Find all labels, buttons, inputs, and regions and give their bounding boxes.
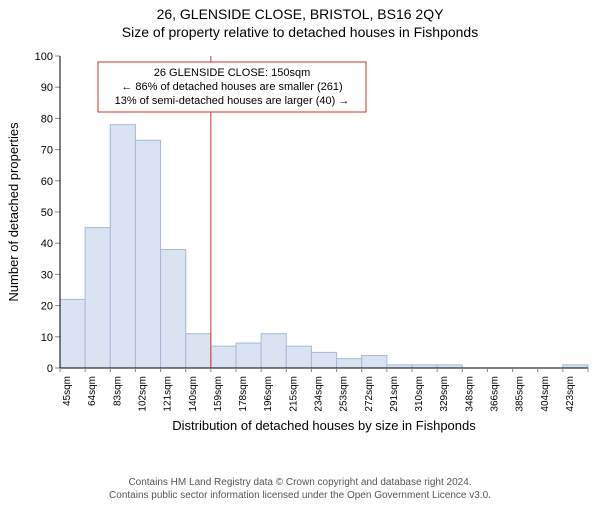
svg-text:178sqm: 178sqm: [238, 376, 249, 412]
svg-text:0: 0: [47, 363, 53, 375]
svg-text:215sqm: 215sqm: [288, 376, 299, 412]
histogram-chart: 0 10 20 30 40 50 60 70 80 90 100 45sqm 64sqm 83sqm 102…: [0, 48, 600, 456]
page-title-line1: 26, GLENSIDE CLOSE, BRISTOL, BS16 2QY: [0, 6, 600, 22]
svg-text:385sqm: 385sqm: [515, 376, 526, 412]
svg-text:196sqm: 196sqm: [263, 376, 274, 412]
svg-text:234sqm: 234sqm: [313, 376, 324, 412]
footer-line2: Contains public sector information licen…: [0, 490, 600, 503]
svg-text:60: 60: [41, 176, 53, 188]
svg-text:100: 100: [35, 51, 53, 63]
svg-text:80: 80: [41, 113, 53, 125]
svg-text:329sqm: 329sqm: [439, 376, 450, 412]
svg-text:83sqm: 83sqm: [112, 376, 123, 406]
svg-text:64sqm: 64sqm: [87, 376, 98, 406]
svg-text:70: 70: [41, 145, 53, 157]
svg-text:310sqm: 310sqm: [414, 376, 425, 412]
svg-text:366sqm: 366sqm: [489, 376, 500, 412]
svg-text:20: 20: [41, 301, 53, 313]
svg-text:10: 10: [41, 332, 53, 344]
svg-text:40: 40: [41, 238, 53, 250]
svg-text:13% of semi-detached houses ar: 13% of semi-detached houses are larger (…: [115, 95, 350, 107]
svg-text:404sqm: 404sqm: [540, 376, 551, 412]
svg-text:348sqm: 348sqm: [464, 376, 475, 412]
svg-text:90: 90: [41, 82, 53, 94]
svg-text:140sqm: 140sqm: [188, 376, 199, 412]
footer-line1: Contains HM Land Registry data © Crown c…: [0, 477, 600, 490]
svg-text:Number of detached properties: Number of detached properties: [6, 122, 21, 302]
svg-text:50: 50: [41, 207, 53, 219]
svg-text:45sqm: 45sqm: [62, 376, 73, 406]
svg-text:30: 30: [41, 269, 53, 281]
svg-text:26 GLENSIDE CLOSE: 150sqm: 26 GLENSIDE CLOSE: 150sqm: [154, 67, 311, 79]
page-title-line2: Size of property relative to detached ho…: [0, 24, 600, 40]
footer-attribution: Contains HM Land Registry data © Crown c…: [0, 477, 600, 502]
svg-text:272sqm: 272sqm: [364, 376, 375, 412]
svg-text:253sqm: 253sqm: [339, 376, 350, 412]
svg-text:159sqm: 159sqm: [213, 376, 224, 412]
chart-svg: 0 10 20 30 40 50 60 70 80 90 100 45sqm 64sqm 83sqm 102…: [0, 48, 600, 456]
svg-text:102sqm: 102sqm: [137, 376, 148, 412]
svg-text:423sqm: 423sqm: [565, 376, 576, 412]
svg-text:121sqm: 121sqm: [163, 376, 174, 412]
svg-text:Distribution of detached house: Distribution of detached houses by size …: [172, 418, 476, 433]
svg-text:291sqm: 291sqm: [389, 376, 400, 412]
svg-text:← 86% of detached houses are s: ← 86% of detached houses are smaller (26…: [121, 81, 342, 93]
